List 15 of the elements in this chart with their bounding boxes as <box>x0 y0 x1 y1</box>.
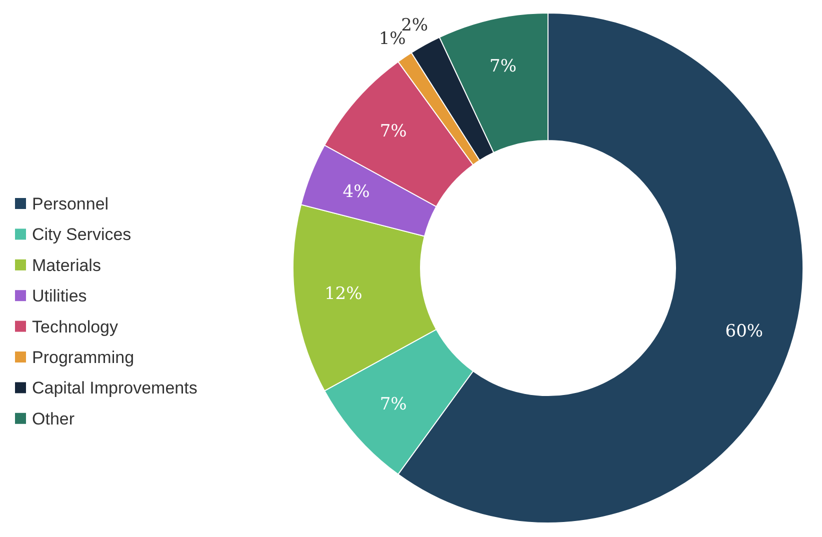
data-label: 12% <box>324 284 362 304</box>
data-label: 2% <box>401 15 428 36</box>
legend-label: City Services <box>32 225 132 244</box>
legend-label: Technology <box>32 317 119 336</box>
data-label: 60% <box>725 322 764 342</box>
legend-label: Utilities <box>32 286 87 306</box>
data-label: 7% <box>380 394 407 414</box>
legend-label: Other <box>32 409 75 428</box>
data-label: 7% <box>380 122 407 142</box>
legend-label: Personnel <box>32 194 109 214</box>
legend-label: Materials <box>32 256 101 275</box>
legend-label: Capital Improvements <box>32 378 198 398</box>
legend-label: Programming <box>32 348 134 367</box>
data-label: 7% <box>490 56 516 77</box>
data-label: 4% <box>342 182 370 202</box>
